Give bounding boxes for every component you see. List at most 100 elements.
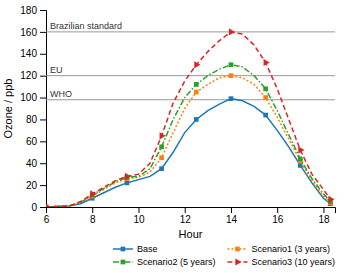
axis-line bbox=[40, 11, 47, 208]
legend-marker bbox=[121, 247, 126, 252]
legend-label: Scenario2 (5 years) bbox=[137, 257, 216, 267]
tick-mark bbox=[231, 207, 232, 213]
marker bbox=[160, 132, 166, 139]
marker bbox=[229, 73, 234, 78]
reference-label: Brazilian standard bbox=[50, 21, 122, 31]
tick-label: 0 bbox=[31, 202, 37, 213]
tick-mark bbox=[323, 207, 324, 213]
tick-label: 160 bbox=[20, 27, 37, 38]
tick-mark bbox=[92, 207, 93, 213]
marker bbox=[159, 155, 164, 160]
marker bbox=[159, 166, 164, 171]
legend-marker bbox=[235, 258, 241, 265]
series-line bbox=[46, 32, 330, 207]
tick-label: 180 bbox=[20, 5, 37, 16]
tick-label: 16 bbox=[272, 214, 284, 225]
marker bbox=[229, 28, 235, 35]
tick-label: 100 bbox=[20, 92, 37, 103]
tick-mark bbox=[40, 185, 46, 186]
tick-mark bbox=[40, 54, 46, 55]
tick-mark bbox=[40, 141, 46, 142]
x-axis: 6 8 10 12 14 16 18 bbox=[44, 207, 336, 225]
legend-item: Scenario1 (3 years) bbox=[227, 244, 330, 254]
tick-mark bbox=[40, 119, 46, 120]
marker bbox=[264, 59, 270, 66]
tick: 120 bbox=[20, 70, 46, 81]
plot: 681012141618020406080100120140160180Hour… bbox=[2, 5, 336, 240]
axis-line bbox=[47, 208, 336, 214]
marker bbox=[328, 196, 334, 203]
legend-marker bbox=[235, 247, 240, 252]
marker bbox=[194, 61, 200, 68]
tick: 8 bbox=[90, 207, 96, 225]
marker bbox=[229, 96, 234, 101]
legend-label: Scenario1 (3 years) bbox=[251, 244, 330, 254]
tick-label: 80 bbox=[26, 114, 38, 125]
marker bbox=[298, 147, 304, 154]
tick-label: 60 bbox=[26, 136, 38, 147]
tick-label: 20 bbox=[26, 180, 38, 191]
tick-label: 6 bbox=[44, 214, 50, 225]
reference-label: WHO bbox=[50, 89, 72, 99]
tick-label: 12 bbox=[180, 214, 192, 225]
marker bbox=[159, 144, 164, 149]
tick-label: 8 bbox=[90, 214, 96, 225]
tick: 20 bbox=[26, 180, 46, 191]
marker bbox=[229, 62, 234, 67]
series-line bbox=[46, 65, 330, 207]
tick-mark bbox=[185, 207, 186, 213]
tick: 0 bbox=[31, 202, 46, 213]
marker bbox=[263, 95, 268, 100]
tick: 16 bbox=[272, 207, 284, 225]
tick: 60 bbox=[26, 136, 46, 147]
legend-item: Scenario2 (5 years) bbox=[113, 257, 216, 267]
marker bbox=[263, 86, 268, 91]
tick-label: 120 bbox=[20, 70, 37, 81]
tick-label: 14 bbox=[226, 214, 238, 225]
tick: 160 bbox=[20, 27, 46, 38]
marker bbox=[125, 181, 130, 186]
reference-line bbox=[46, 31, 335, 32]
marker bbox=[194, 82, 199, 87]
marker bbox=[194, 90, 199, 95]
tick: 6 bbox=[44, 207, 50, 225]
marker bbox=[263, 113, 268, 118]
tick-mark bbox=[40, 207, 46, 208]
y-axis-title: Ozone / ppb bbox=[2, 79, 14, 139]
legend-label: Scenario3 (10 years) bbox=[251, 257, 335, 267]
reference-line bbox=[46, 75, 335, 76]
marker bbox=[298, 156, 303, 161]
marker bbox=[125, 173, 131, 180]
tick-mark bbox=[40, 76, 46, 77]
legend-marker bbox=[121, 260, 126, 265]
tick: 40 bbox=[26, 158, 46, 169]
tick: 12 bbox=[180, 207, 192, 225]
series-line bbox=[46, 76, 330, 207]
tick-label: 10 bbox=[133, 214, 145, 225]
tick-label: 40 bbox=[26, 158, 38, 169]
tick-mark bbox=[40, 98, 46, 99]
tick: 14 bbox=[226, 207, 238, 225]
tick-mark bbox=[138, 207, 139, 213]
legend-item: Base bbox=[113, 244, 158, 254]
reference-label: EU bbox=[50, 65, 63, 75]
tick: 10 bbox=[133, 207, 145, 225]
tick: 140 bbox=[20, 48, 46, 59]
marker bbox=[46, 203, 50, 207]
tick: 80 bbox=[26, 114, 46, 125]
tick-mark bbox=[40, 32, 46, 33]
tick: 18 bbox=[318, 207, 330, 225]
tick-label: 140 bbox=[20, 48, 37, 59]
tick-label: 18 bbox=[318, 214, 330, 225]
plot-area bbox=[46, 28, 335, 207]
tick-mark bbox=[40, 163, 46, 164]
x-axis-title: Hour bbox=[179, 228, 203, 240]
legend-label: Base bbox=[137, 244, 158, 254]
chart: 681012141618020406080100120140160180Hour… bbox=[0, 0, 345, 273]
marker bbox=[194, 117, 199, 122]
legend-item: Scenario3 (10 years) bbox=[227, 257, 335, 267]
marker bbox=[90, 190, 96, 197]
reference-line bbox=[46, 99, 335, 100]
tick: 180 bbox=[20, 5, 46, 16]
tick-mark bbox=[277, 207, 278, 213]
